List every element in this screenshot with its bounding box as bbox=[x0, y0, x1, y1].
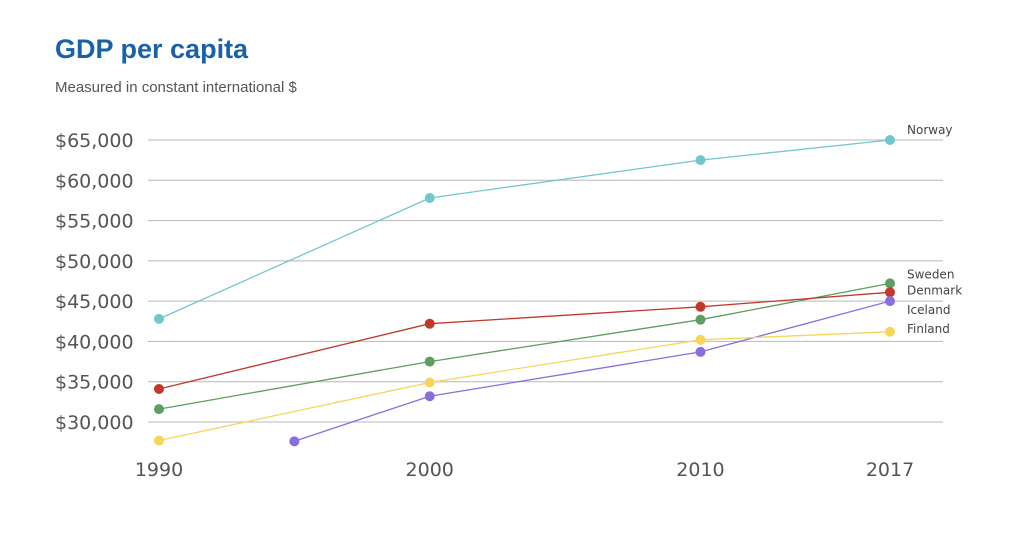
sweden-point bbox=[424, 356, 435, 367]
x-tick-label: 2010 bbox=[676, 459, 724, 481]
chart-subtitle: Measured in constant international $ bbox=[55, 79, 297, 96]
norway-point bbox=[154, 313, 164, 324]
series-label-iceland: Iceland bbox=[907, 303, 950, 317]
series-finland bbox=[154, 326, 895, 446]
iceland-point bbox=[424, 391, 435, 402]
x-axis-ticks: 1990 2000 2010 2017 bbox=[135, 459, 914, 481]
norway-point bbox=[424, 193, 435, 204]
series-label-finland: Finland bbox=[907, 322, 950, 336]
norway-line bbox=[158, 139, 891, 320]
gridlines bbox=[148, 139, 943, 423]
series-sweden bbox=[154, 278, 895, 415]
series-label-sweden: Sweden bbox=[907, 267, 954, 281]
denmark-point bbox=[424, 318, 435, 329]
y-tick-label: $40,000 bbox=[55, 331, 134, 353]
series-denmark bbox=[154, 287, 895, 394]
finland-point bbox=[695, 334, 706, 345]
y-tick-label: $60,000 bbox=[55, 170, 134, 192]
y-tick-label: $50,000 bbox=[55, 251, 134, 273]
series-iceland bbox=[289, 296, 895, 447]
x-tick-label: 2017 bbox=[866, 459, 914, 481]
y-axis-ticks: $30,000 $35,000 $40,000 $45,000 $50,000 $55,0… bbox=[55, 130, 134, 434]
x-tick-label: 1990 bbox=[135, 459, 183, 481]
series-lines bbox=[154, 135, 895, 447]
sweden-point bbox=[695, 314, 706, 325]
denmark-line bbox=[158, 291, 891, 390]
denmark-point bbox=[885, 287, 895, 298]
iceland-point bbox=[695, 346, 706, 357]
finland-line bbox=[158, 331, 891, 442]
y-tick-label: $55,000 bbox=[55, 211, 134, 233]
y-tick-label: $65,000 bbox=[55, 130, 134, 152]
iceland-point bbox=[289, 436, 300, 447]
chart-title: GDP per capita bbox=[55, 34, 249, 64]
iceland-point bbox=[885, 296, 895, 307]
iceland-line bbox=[294, 300, 891, 442]
sweden-point bbox=[885, 278, 895, 289]
denmark-point bbox=[695, 301, 706, 312]
denmark-point bbox=[154, 383, 164, 394]
norway-point bbox=[885, 135, 895, 145]
norway-point bbox=[695, 155, 706, 166]
x-tick-label: 2000 bbox=[406, 459, 454, 481]
series-norway bbox=[154, 135, 895, 324]
sweden-point bbox=[154, 404, 164, 415]
sweden-line bbox=[158, 282, 891, 410]
series-label-norway: Norway bbox=[907, 123, 953, 137]
y-tick-label: $45,000 bbox=[55, 291, 134, 313]
y-tick-label: $30,000 bbox=[55, 412, 134, 434]
series-labels: Norway Sweden Denmark Iceland Finland bbox=[907, 123, 962, 336]
finland-point bbox=[154, 435, 164, 446]
series-label-denmark: Denmark bbox=[907, 283, 962, 297]
finland-point bbox=[885, 326, 895, 337]
finland-point bbox=[424, 377, 435, 388]
y-tick-label: $35,000 bbox=[55, 372, 134, 394]
